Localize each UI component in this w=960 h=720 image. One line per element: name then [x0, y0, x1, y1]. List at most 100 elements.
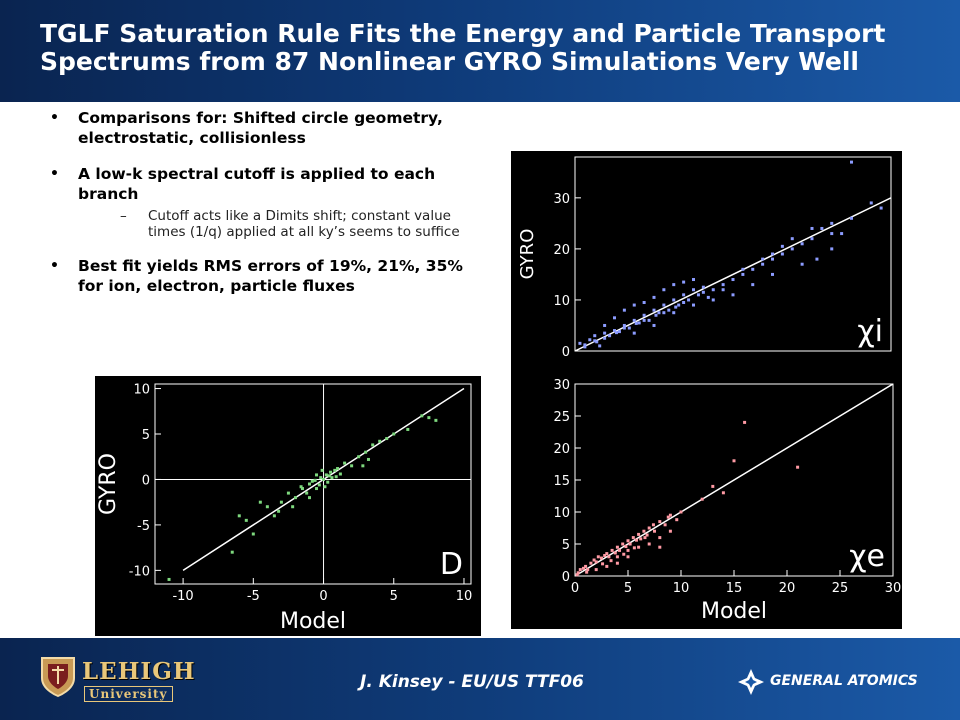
data-point: [350, 464, 354, 468]
data-point: [581, 566, 585, 570]
data-point: [434, 418, 438, 422]
data-point: [810, 226, 814, 230]
chi-e-scatter-plot: 0 5 10 15 20 25 30 0 5 10 15 20 25 30 Model χe: [511, 366, 902, 629]
data-point: [672, 298, 676, 302]
data-point: [622, 326, 626, 330]
corner-label: χe: [849, 539, 885, 574]
lehigh-logo-sub: University: [84, 686, 173, 702]
data-point: [632, 318, 636, 322]
data-point: [327, 474, 331, 478]
data-point: [609, 559, 613, 563]
data-point: [771, 257, 774, 261]
data-point: [305, 491, 309, 495]
data-point: [721, 491, 725, 495]
data-point: [366, 457, 370, 461]
data-point: [642, 313, 646, 317]
data-point: [830, 232, 834, 236]
x-tick-label: 15: [726, 581, 743, 596]
data-point: [615, 545, 619, 549]
data-point: [637, 545, 641, 549]
data-point: [627, 326, 631, 330]
y-tick-label: 30: [553, 378, 570, 393]
y-tick-label: 0: [562, 345, 570, 360]
data-point: [617, 330, 621, 334]
data-point: [879, 206, 883, 210]
data-point: [357, 455, 361, 459]
bullet-text: Best fit yields RMS errors of 19%, 21%, …: [78, 257, 463, 295]
data-point: [701, 290, 705, 294]
data-point: [265, 505, 269, 509]
plot-frame: [154, 383, 472, 585]
data-point: [771, 272, 774, 276]
data-point: [237, 514, 241, 518]
data-point: [291, 505, 295, 509]
data-point: [614, 331, 618, 335]
data-point: [307, 482, 311, 486]
data-point: [658, 536, 662, 540]
data-point: [780, 252, 784, 256]
y-tick-label: 0: [562, 570, 570, 585]
data-point: [317, 483, 321, 487]
data-point: [615, 555, 619, 559]
data-point: [800, 242, 804, 246]
general-atomics-icon: [738, 669, 764, 695]
bullet-text: A low-k spectral cutoff is applied to ea…: [78, 165, 436, 203]
data-point: [682, 301, 686, 304]
chi-i-plot-svg: 0 10 20 30 GYRO χi: [517, 156, 892, 360]
data-point: [628, 542, 632, 546]
data-point: [820, 226, 824, 230]
data-point: [326, 480, 330, 484]
data-point: [603, 554, 607, 558]
data-point: [622, 323, 626, 327]
data-point: [677, 303, 681, 307]
data-point: [392, 432, 396, 436]
data-point: [592, 558, 596, 562]
data-point: [667, 308, 671, 312]
x-tick-label: 0: [319, 589, 327, 604]
data-point: [338, 472, 342, 476]
data-point: [610, 548, 614, 552]
y-tick-label: 5: [142, 428, 150, 443]
data-point: [654, 313, 658, 317]
data-point: [343, 461, 347, 465]
data-point: [578, 341, 582, 345]
data-point: [624, 545, 628, 549]
bullet-dot-icon: •: [50, 166, 59, 182]
data-point: [800, 262, 804, 266]
data-point: [790, 247, 794, 251]
x-tick-label: 25: [832, 581, 849, 596]
data-point: [662, 311, 666, 315]
x-tick-label: 0: [571, 581, 579, 596]
data-point: [796, 465, 800, 469]
chi-i-scatter-plot: 0 10 20 30 GYRO χi: [511, 151, 902, 366]
data-point: [761, 257, 765, 261]
x-tick-label: 20: [779, 581, 796, 596]
data-point: [711, 484, 715, 488]
x-axis-label: Model: [280, 609, 346, 634]
y-tick-label: 15: [553, 474, 570, 489]
data-point: [652, 323, 656, 327]
data-point: [663, 523, 667, 527]
data-point: [307, 496, 311, 500]
data-point: [310, 479, 314, 483]
data-point: [850, 160, 853, 164]
data-point: [652, 308, 656, 312]
data-point: [603, 336, 607, 340]
x-tick-label: 30: [885, 581, 902, 596]
data-point: [632, 546, 636, 550]
y-tick-label: 10: [133, 383, 150, 398]
data-point: [315, 487, 319, 491]
bullet-text: Comparisons for: Shifted circle geometry…: [78, 109, 443, 147]
data-point: [618, 548, 622, 552]
data-point: [603, 323, 607, 327]
data-point: [741, 272, 745, 276]
data-point: [662, 303, 666, 307]
data-point: [585, 570, 589, 574]
data-point: [850, 216, 853, 220]
data-point: [658, 520, 662, 524]
data-point: [830, 247, 834, 251]
data-point: [743, 420, 747, 424]
data-point: [607, 555, 611, 559]
sub-bullet-item: – Cutoff acts like a Dimits shift; const…: [78, 208, 470, 240]
data-point: [679, 510, 683, 514]
